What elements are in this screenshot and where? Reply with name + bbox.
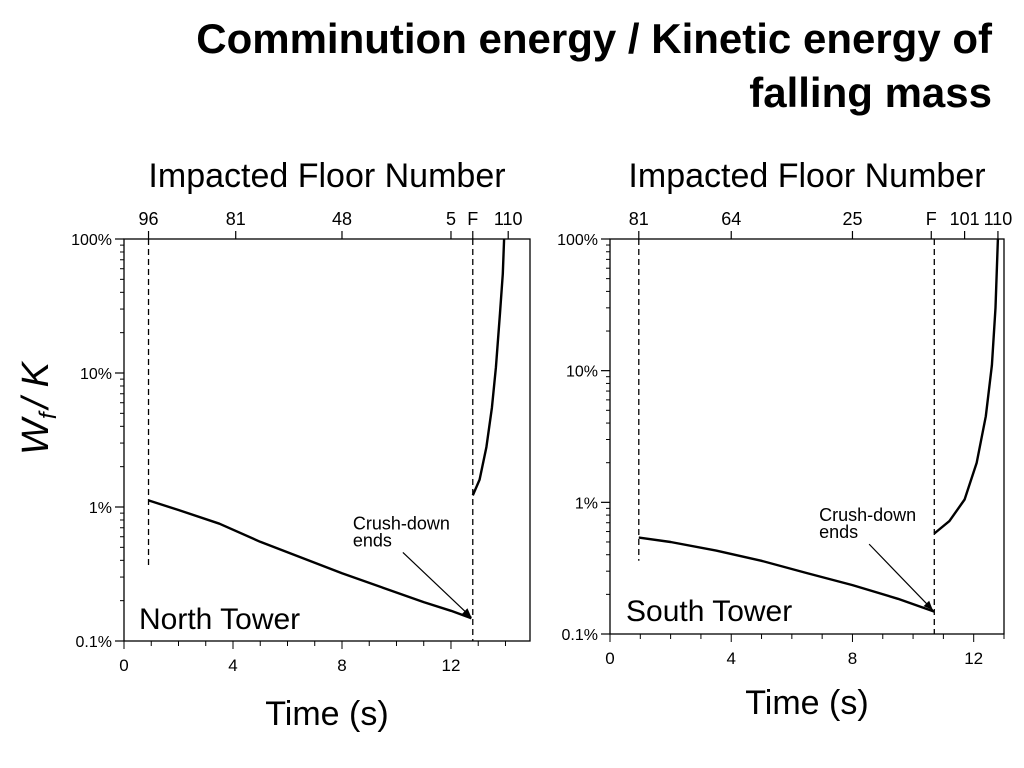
chart-1-x-tick-label: 0 bbox=[605, 649, 614, 668]
chart-0-y-tick-label: 0.1% bbox=[76, 634, 112, 651]
y-axis-label-main: W bbox=[15, 416, 57, 455]
chart-0-y-tick-label: 100% bbox=[71, 232, 112, 249]
chart-0-top-tick-label: 110 bbox=[494, 209, 523, 229]
chart-1-y-tick-label: 100% bbox=[557, 232, 598, 249]
chart-0-crush-down-curve bbox=[148, 499, 472, 620]
slide-title-line2: falling mass bbox=[749, 69, 992, 116]
chart-1-tower-label: South Tower bbox=[626, 595, 792, 628]
chart-1-top-tick-label: 81 bbox=[629, 209, 649, 229]
chart-1-annotation-arrow bbox=[868, 543, 934, 611]
chart-1-annotation-arrowhead bbox=[923, 600, 933, 611]
y-axis-label-rest: / K bbox=[15, 360, 57, 411]
chart-0-y-tick-label: 1% bbox=[89, 500, 112, 517]
chart-1-crush-down-curve bbox=[638, 536, 935, 613]
chart-1-y-tick-label: 0.1% bbox=[562, 627, 598, 644]
chart-1-top-tick-label: 110 bbox=[984, 209, 1013, 229]
chart-1-plot-frame bbox=[609, 238, 1005, 635]
chart-1-y-tick-label: 1% bbox=[575, 495, 598, 512]
chart-1-annotation-line1: Crush-down bbox=[819, 505, 916, 525]
chart-1-top-tick-label: 25 bbox=[842, 209, 862, 229]
chart-1-top-tick-label: 64 bbox=[721, 209, 741, 229]
chart-0-annotation-arrow bbox=[402, 552, 472, 618]
chart-0-x-tick-label: 4 bbox=[228, 656, 237, 675]
chart-0-top-tick-label: 81 bbox=[226, 209, 246, 229]
chart-1-x-axis-label: Time (s) bbox=[745, 684, 868, 722]
chart-1-annotation-line2: ends bbox=[819, 522, 858, 542]
chart-1-top-tick-label: F bbox=[926, 209, 937, 229]
chart-0-plot-frame bbox=[123, 238, 531, 642]
y-axis-label: Wf/ K bbox=[15, 360, 62, 455]
south-tower-chart: 0 4 8 12 0.1% 1% 10% 100% 81 64 25 F 101 110 Impacted … bbox=[557, 157, 1012, 722]
chart-1-crush-up-curve bbox=[933, 238, 1000, 535]
chart-0-top-tick-label: 5 bbox=[446, 209, 456, 229]
chart-0-top-tick-label: 96 bbox=[139, 209, 159, 229]
chart-1-x-tick-label: 8 bbox=[848, 649, 857, 668]
chart-0-crush-up-curve bbox=[471, 238, 506, 496]
slide-title-line1: Comminution energy / Kinetic energy of bbox=[196, 15, 992, 62]
y-axis-label-sub: f bbox=[35, 410, 62, 419]
chart-0-x-tick-label: 12 bbox=[442, 656, 461, 675]
slide-title: Comminution energy / Kinetic energy of f… bbox=[12, 12, 992, 120]
chart-0-annotation-line2: ends bbox=[353, 530, 392, 550]
chart-1-x-tick-label: 12 bbox=[964, 649, 983, 668]
chart-1-y-tick-label: 10% bbox=[566, 364, 598, 381]
chart-0-x-tick-label: 8 bbox=[337, 656, 346, 675]
chart-0-annotation-line1: Crush-down bbox=[353, 513, 450, 533]
chart-0-annotation-arrowhead bbox=[462, 608, 472, 618]
chart-0-top-tick-label: F bbox=[467, 209, 478, 229]
chart-0-y-tick-label: 10% bbox=[80, 366, 112, 383]
chart-0-x-axis-label: Time (s) bbox=[265, 695, 388, 733]
chart-0-top-tick-label: 48 bbox=[332, 209, 352, 229]
chart-1-x-tick-label: 4 bbox=[726, 649, 735, 668]
chart-1-top-tick-label: 101 bbox=[950, 209, 980, 229]
chart-0-top-axis-label: Impacted Floor Number bbox=[148, 157, 505, 195]
chart-1-top-axis-label: Impacted Floor Number bbox=[628, 157, 985, 195]
chart-0-x-tick-label: 0 bbox=[119, 656, 128, 675]
chart-0-tower-label: North Tower bbox=[139, 603, 300, 636]
